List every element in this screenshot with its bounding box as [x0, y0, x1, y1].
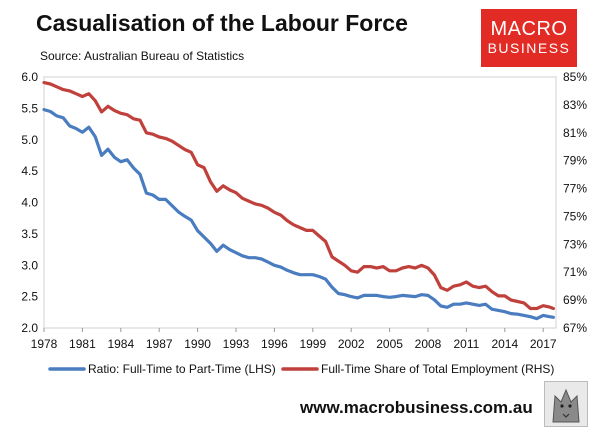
- left-axis: 2.0 2.5 3.0 3.5 4.0 4.5 5.0 5.5 6.0: [21, 70, 38, 335]
- left-tick-label: 5.0: [21, 133, 38, 147]
- left-tick-label: 2.5: [21, 290, 38, 304]
- x-tick-label: 1993: [223, 337, 250, 351]
- share-series-line: [42, 81, 555, 311]
- x-tick-label: 1999: [299, 337, 326, 351]
- right-tick-label: 73%: [563, 237, 587, 251]
- macrobusiness-logo[interactable]: MACRO BUSINESS: [481, 9, 577, 67]
- x-tick-label: 2017: [530, 337, 557, 351]
- x-tick-label: 1990: [184, 337, 211, 351]
- right-tick-label: 67%: [563, 321, 587, 335]
- chart-title: Casualisation of the Labour Force: [36, 10, 408, 36]
- left-tick-label: 2.0: [21, 321, 38, 335]
- x-tick-label: 2011: [453, 337, 479, 351]
- chart-subtitle: Source: Australian Bureau of Statistics: [40, 49, 245, 63]
- series-lines: [42, 81, 555, 321]
- plot-frame: [43, 76, 557, 329]
- logo-line2: BUSINESS: [487, 40, 571, 56]
- x-tick-label: 1978: [31, 337, 58, 351]
- ratio-series-line: [42, 108, 555, 321]
- x-tick-label: 2014: [491, 337, 518, 351]
- right-tick-label: 69%: [563, 293, 587, 307]
- x-tick-label: 1996: [261, 337, 288, 351]
- right-tick-label: 85%: [563, 70, 587, 84]
- logo-line1: MACRO: [490, 18, 568, 40]
- left-tick-label: 5.5: [21, 101, 38, 115]
- x-axis: 1978 1981 1984 1987 1990 1993 1996 1999 2002 2005…: [31, 328, 557, 351]
- right-tick-label: 81%: [563, 126, 587, 140]
- website-url[interactable]: www.macrobusiness.com.au: [300, 398, 533, 417]
- left-tick-label: 4.5: [21, 164, 38, 178]
- x-tick-label: 1987: [146, 337, 173, 351]
- right-tick-label: 77%: [563, 182, 587, 196]
- legend-label: Ratio: Full-Time to Part-Time (LHS): [88, 362, 276, 376]
- x-tick-label: 1981: [69, 337, 96, 351]
- plot-border: [43, 76, 557, 329]
- left-tick-label: 3.5: [21, 227, 38, 241]
- right-tick-label: 79%: [563, 154, 587, 168]
- x-tick-label: 2002: [338, 337, 365, 351]
- legend: Ratio: Full-Time to Part-Time (LHS) Full-…: [48, 362, 554, 376]
- right-tick-label: 71%: [563, 265, 587, 279]
- left-tick-label: 6.0: [21, 70, 38, 84]
- legend-label: Full-Time Share of Total Employment (RHS…: [321, 362, 554, 376]
- x-tick-label: 2005: [376, 337, 403, 351]
- x-tick-label: 1984: [107, 337, 134, 351]
- left-tick-label: 3.0: [21, 258, 38, 272]
- x-tick-label: 2008: [415, 337, 442, 351]
- right-tick-label: 83%: [563, 98, 587, 112]
- left-tick-label: 4.0: [21, 196, 38, 210]
- right-tick-label: 75%: [563, 209, 587, 223]
- wolf-emblem-image: [544, 381, 588, 427]
- right-axis: 67% 69% 71% 73% 75% 77% 79% 81% 83% 85%: [563, 70, 587, 335]
